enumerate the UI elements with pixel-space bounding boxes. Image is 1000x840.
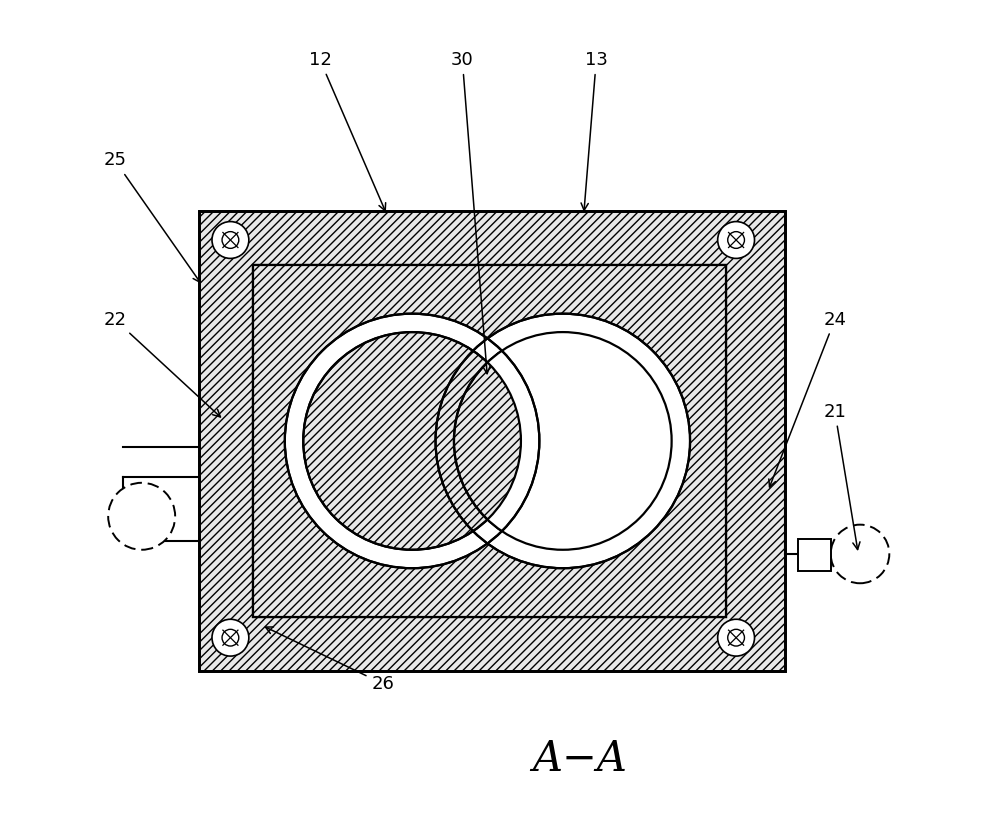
- Circle shape: [718, 619, 755, 656]
- Bar: [199, 211, 785, 671]
- Circle shape: [728, 232, 744, 249]
- Circle shape: [222, 232, 239, 249]
- Bar: [199, 211, 785, 671]
- Text: 25: 25: [103, 151, 200, 282]
- Circle shape: [108, 483, 175, 549]
- Text: A−A: A−A: [532, 738, 627, 780]
- Circle shape: [303, 332, 521, 549]
- Bar: [798, 539, 831, 570]
- Circle shape: [222, 629, 239, 646]
- Text: 12: 12: [309, 51, 386, 211]
- Circle shape: [831, 525, 889, 583]
- Text: 21: 21: [823, 402, 860, 549]
- Polygon shape: [487, 313, 690, 568]
- Circle shape: [285, 313, 539, 568]
- Text: 30: 30: [451, 51, 490, 374]
- Bar: [253, 265, 726, 617]
- Polygon shape: [487, 332, 672, 549]
- Circle shape: [212, 222, 249, 259]
- Circle shape: [212, 619, 249, 656]
- Bar: [253, 265, 726, 617]
- Bar: [253, 265, 726, 617]
- Text: 26: 26: [265, 627, 394, 693]
- Text: 13: 13: [581, 51, 608, 210]
- Text: 22: 22: [103, 311, 220, 417]
- Circle shape: [436, 313, 690, 568]
- Circle shape: [728, 629, 744, 646]
- Text: 24: 24: [769, 311, 846, 487]
- Circle shape: [718, 222, 755, 259]
- Circle shape: [454, 332, 672, 549]
